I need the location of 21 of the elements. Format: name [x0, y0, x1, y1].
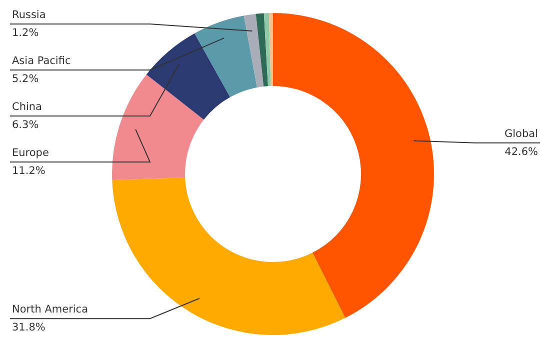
- slice-label: China: [12, 101, 42, 113]
- slice-label: Global: [504, 128, 538, 140]
- data-label: 5.2%: [12, 73, 39, 85]
- donut-slice: [256, 13, 268, 86]
- data-label: 6.3%: [12, 119, 39, 131]
- data-label: 1.2%: [12, 27, 39, 39]
- donut-slice: [244, 14, 264, 88]
- data-label: 11.2%: [12, 165, 46, 177]
- donut-slice: [112, 74, 204, 180]
- donut-slice: [146, 33, 230, 120]
- data-label: 31.8%: [12, 322, 46, 334]
- donut-slice: [112, 177, 346, 335]
- slice-label: Europe: [12, 147, 49, 159]
- donut-slice: [194, 16, 258, 98]
- donut-slice: [268, 13, 273, 86]
- data-label: 42.6%: [504, 146, 538, 158]
- slice-label: Asia Pacific: [12, 55, 71, 67]
- donut-slice: [273, 13, 434, 318]
- donut-slice: [264, 13, 271, 86]
- slice-label: Russia: [12, 9, 46, 21]
- slice-label: North America: [12, 304, 88, 316]
